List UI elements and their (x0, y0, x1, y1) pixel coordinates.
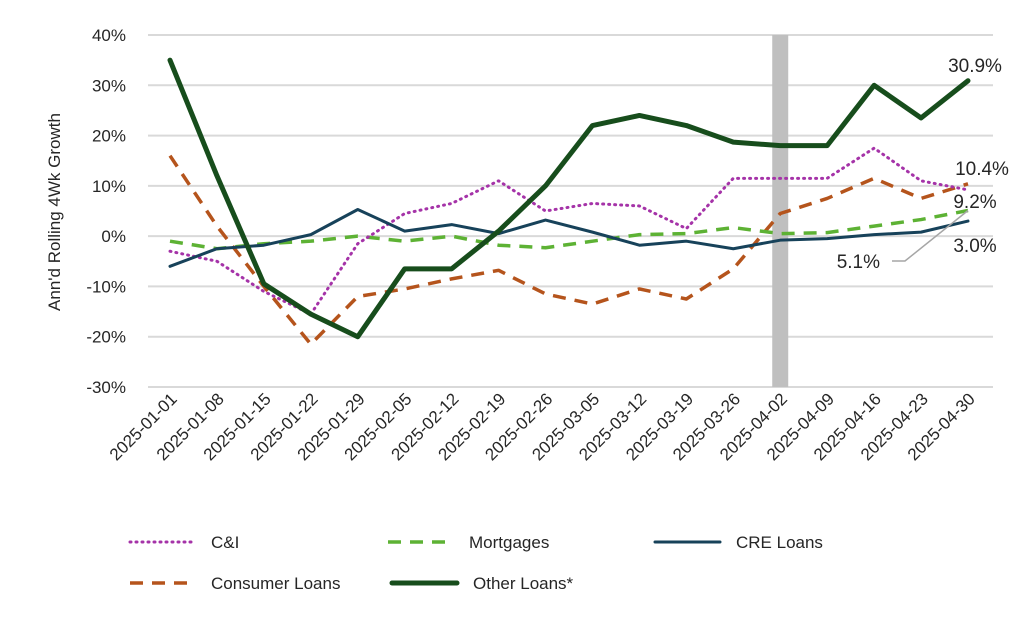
data-label: 10.4% (955, 159, 1009, 180)
y-tick-label: 30% (92, 76, 126, 95)
y-tick-label: -30% (86, 378, 126, 397)
series-line-other-loans- (167, 57, 971, 340)
legend-label: Consumer Loans (211, 574, 340, 593)
y-tick-label: -10% (86, 277, 126, 296)
y-tick-label: 40% (92, 26, 126, 45)
legend-label: Mortgages (469, 533, 549, 552)
legend-label: C&I (211, 533, 239, 552)
data-label: 5.1% (837, 252, 880, 273)
leader-line (892, 209, 969, 262)
y-tick-label: 10% (92, 177, 126, 196)
y-axis-label: Ann'd Rolling 4Wk Growth (45, 113, 64, 311)
data-label: 9.2% (953, 192, 996, 213)
legend-item: CRE Loans (653, 533, 823, 552)
y-tick-label: 0% (101, 227, 126, 246)
highlight-band (772, 35, 789, 387)
y-tick-label: -20% (86, 328, 126, 347)
data-label: 30.9% (948, 56, 1002, 77)
legend-label: CRE Loans (736, 533, 823, 552)
legend-item: Consumer Loans (130, 574, 340, 593)
series-line-mortgages (169, 208, 969, 251)
legend-item: Mortgages (388, 533, 549, 552)
legend-label: Other Loans* (473, 574, 574, 593)
legend-item: C&I (128, 533, 239, 552)
y-tick-label: 20% (92, 127, 126, 146)
series-line-cre-loans (168, 207, 970, 268)
series-line-c-i (168, 146, 970, 316)
legend-item: Other Loans* (389, 574, 574, 593)
data-label: 3.0% (953, 236, 996, 257)
series-line-consumer-loans (168, 154, 969, 347)
